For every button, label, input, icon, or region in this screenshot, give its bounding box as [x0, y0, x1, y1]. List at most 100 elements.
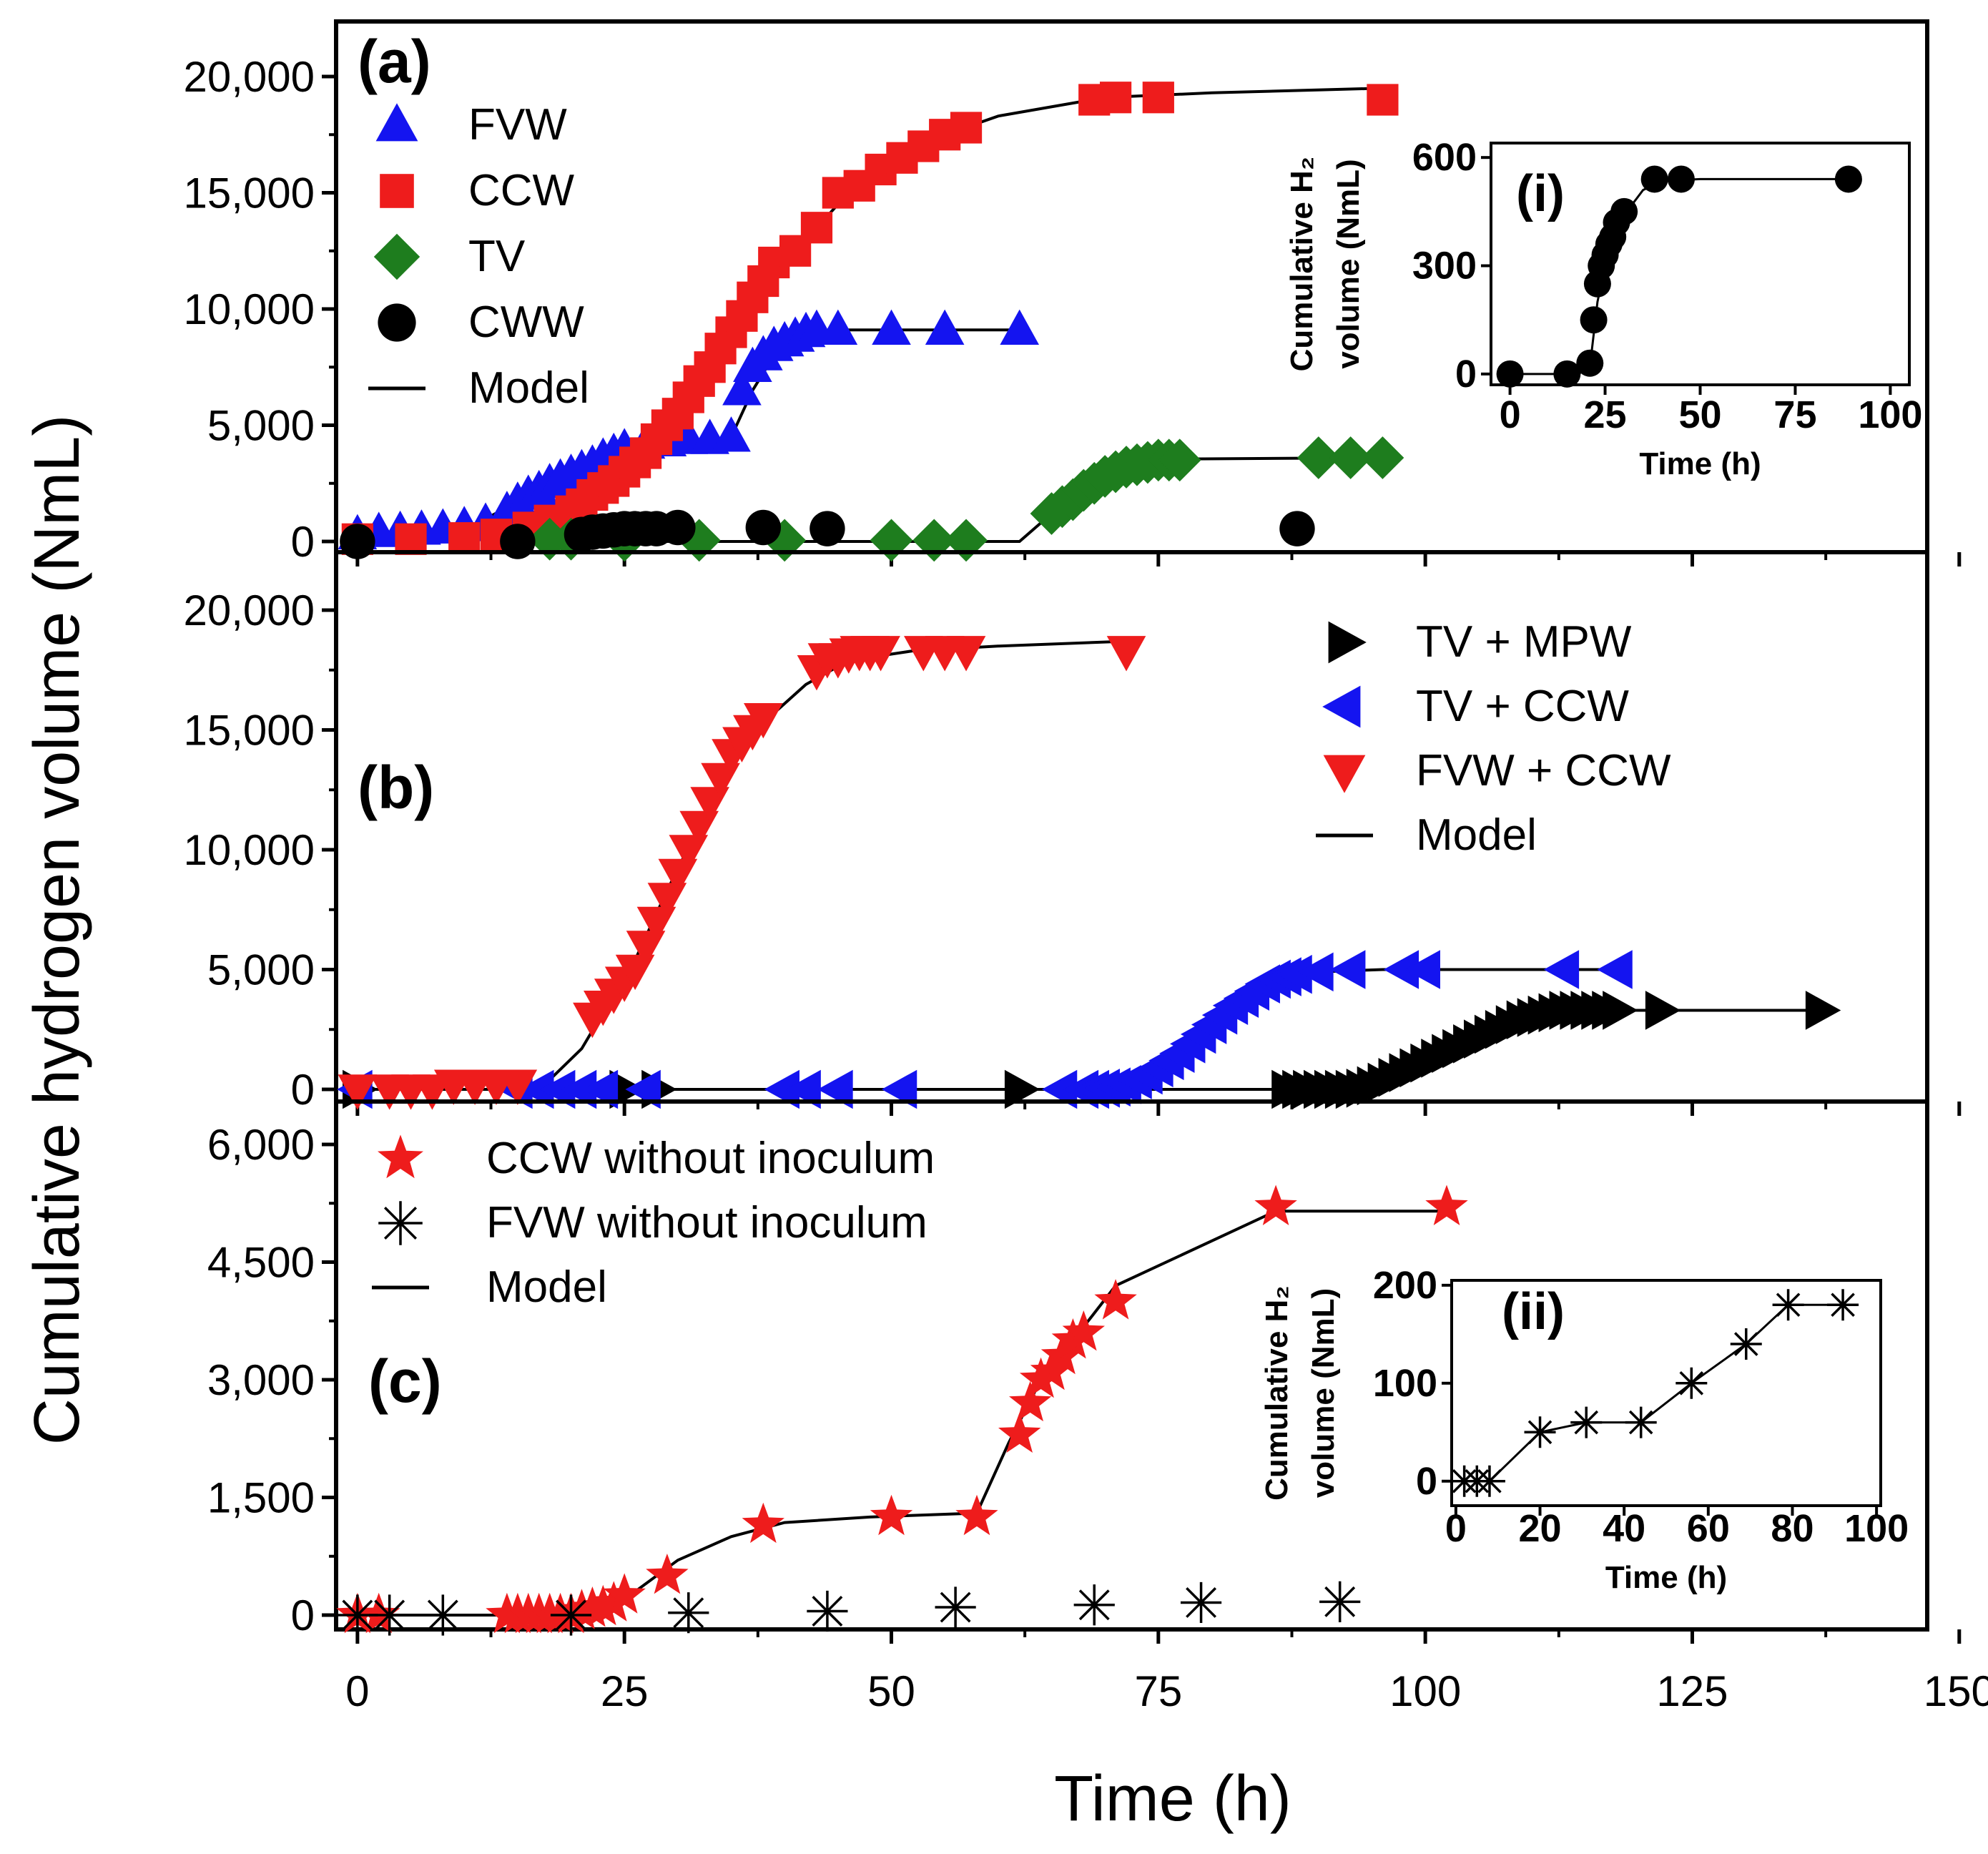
panels: 0 5,000 10,000 15,000 20,000 (a) FVW CCW TV CWW Mo… [183, 19, 1962, 1644]
inset-data-point [1524, 1416, 1556, 1448]
series-tv-ccw [337, 950, 1633, 1109]
data-point [807, 1590, 848, 1632]
data-point [722, 370, 762, 406]
data-point [422, 1594, 463, 1636]
inset-x-title: Time (h) [1639, 446, 1761, 481]
series-tv [528, 436, 1404, 562]
inset-x-tick-label: 25 [1584, 393, 1627, 436]
data-point [1330, 950, 1366, 989]
y-tick-label: 20,000 [183, 587, 315, 634]
data-point [1319, 1581, 1361, 1622]
panel-c: 0 1,500 3,000 4,500 6,000 (c) CCW without inoc… [207, 1099, 1962, 1644]
inset-x-tick-label: 0 [1445, 1507, 1467, 1550]
data-point [561, 1069, 597, 1109]
inset-x-tick-label: 60 [1687, 1507, 1730, 1550]
data-point [872, 309, 911, 345]
data-point [912, 519, 956, 562]
data-point [1383, 950, 1419, 989]
data-point [817, 1069, 853, 1109]
legend-marker [373, 233, 420, 280]
inset-y-title: volume (NmL) [1306, 1288, 1341, 1498]
data-point [1329, 436, 1372, 479]
inset-y-tick-label: 600 [1412, 136, 1477, 179]
inset-x-tick-label: 100 [1844, 1507, 1909, 1550]
y-tick-label: 5,000 [207, 946, 315, 994]
inset-ii: 0 20 40 60 80 100 0 100 200 Time (h) Cumulative H₂… [1259, 1264, 1909, 1595]
legend-label: FVW without inoculum [486, 1198, 927, 1247]
inset-y-title: volume (NmL) [1331, 159, 1366, 368]
inset-data-point [1675, 1367, 1708, 1399]
inset-data-point [1667, 165, 1695, 193]
legend-label: Model [486, 1262, 607, 1312]
panel-label: (c) [368, 1348, 442, 1415]
legend-label: CCW [468, 166, 575, 215]
data-point [1279, 511, 1315, 546]
data-point [1367, 84, 1399, 116]
model-line [357, 639, 1127, 1091]
inset-x-tick-label: 100 [1858, 393, 1922, 436]
data-point [998, 1412, 1041, 1453]
inset-data-point [1580, 306, 1608, 334]
y-tick-label: 10,000 [183, 285, 315, 333]
data-point [581, 1584, 624, 1626]
inset-data-point [1640, 165, 1668, 193]
legend-label: FVW + CCW [1416, 746, 1671, 795]
inset-x-tick-label: 40 [1603, 1507, 1645, 1550]
inset-data-point [1473, 1465, 1505, 1497]
legend-label: CCW without inoculum [486, 1134, 935, 1183]
legend-marker [378, 1134, 423, 1179]
data-point [870, 519, 913, 562]
y-tick-label: 15,000 [183, 170, 315, 217]
data-point [582, 1069, 619, 1109]
series-ccw-without-inoculum [336, 1184, 1468, 1634]
y-axis-title: Cumulative hydrogen volume (NmL) [21, 415, 93, 1446]
data-point [1004, 1069, 1040, 1109]
data-point [925, 309, 965, 345]
data-point [1180, 1581, 1222, 1624]
data-point [539, 1069, 576, 1109]
legend: TV + MPW TV + CCW FVW + CCW Model [1316, 617, 1671, 860]
data-point [861, 636, 900, 672]
inset-y-title: Cumulative H₂ [1259, 1285, 1294, 1501]
data-point [1009, 1380, 1052, 1422]
data-point [712, 416, 751, 452]
data-point [660, 509, 696, 546]
inset-y-tick-label: 200 [1373, 1264, 1437, 1307]
data-point [800, 212, 833, 244]
x-tick-labels: 0 25 50 75 100 125 150 [345, 1667, 1988, 1715]
data-point [1073, 1584, 1115, 1626]
x-tick-label: 75 [1134, 1667, 1182, 1715]
x-axis-title: Time (h) [1054, 1763, 1291, 1835]
legend-label: Model [468, 363, 589, 413]
panel-frame [334, 550, 1929, 1104]
legend-marker [1323, 755, 1366, 793]
inset-label: (ii) [1502, 1283, 1565, 1340]
series-fvw-ccw [338, 636, 1146, 1110]
data-point [1094, 1279, 1137, 1320]
data-point [1051, 1318, 1094, 1359]
legend-marker [378, 1201, 423, 1245]
inset-x-title: Time (h) [1605, 1560, 1727, 1595]
inset-x-tick-label: 50 [1678, 393, 1721, 436]
inset-x-tick-label: 20 [1518, 1507, 1561, 1550]
data-point [1041, 1069, 1078, 1109]
x-tick-label: 100 [1389, 1667, 1461, 1715]
data-point [498, 1069, 538, 1105]
data-point [745, 509, 782, 546]
data-point [338, 1074, 378, 1110]
inset-y-tick-label: 100 [1373, 1362, 1437, 1405]
legend-marker [380, 174, 414, 208]
data-point [810, 511, 845, 546]
inset-frame [1450, 1279, 1882, 1507]
data-point [518, 1069, 554, 1109]
inset-y-tick-label: 300 [1412, 245, 1477, 288]
y-tick-label: 0 [291, 1591, 315, 1639]
inset-data-point [1827, 1289, 1859, 1321]
data-point [603, 1573, 646, 1614]
inset-label: (i) [1516, 165, 1565, 222]
data-point [946, 636, 986, 672]
data-point [1296, 436, 1340, 479]
y-tick-label: 1,500 [207, 1474, 315, 1522]
